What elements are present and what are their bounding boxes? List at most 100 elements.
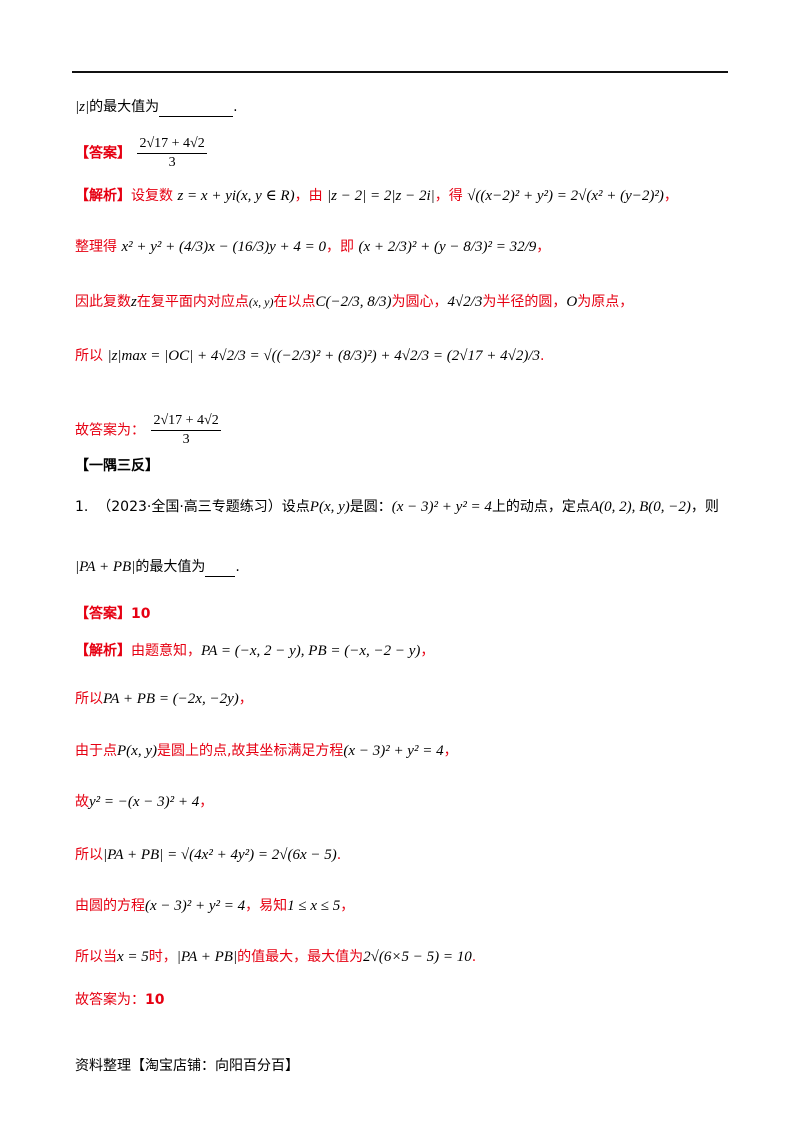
text: 由圆的方程 <box>75 898 145 914</box>
text: 整理得 <box>75 239 117 255</box>
text: 故 <box>75 794 89 810</box>
text: 为半径的圆， <box>482 294 567 310</box>
analysis-tag: 【解析】 <box>75 643 131 659</box>
text: 由题意知， <box>131 643 201 659</box>
text: 是圆上的点,故其坐标满足方程 <box>156 743 344 759</box>
text: 由于点 <box>75 743 117 759</box>
text: 所以 <box>75 691 103 707</box>
question-1: 1. （2023·全国·高三专题练习）设点P(x, y)是圆：(x − 3)² … <box>75 497 719 517</box>
section-title: 【一隅三反】 <box>75 458 159 474</box>
text: ， <box>340 898 355 914</box>
text: . <box>336 847 342 863</box>
text: 在以点 <box>273 294 316 310</box>
answer-blank <box>205 560 236 577</box>
analysis-tag: 【解析】 <box>75 188 131 204</box>
analysis-1-line-3: 因此复数z在复平面内对应点(x, y)在以点C(−2/3, 8/3)为圆心，4√… <box>75 292 633 312</box>
answer-2: 【答案】10 <box>75 604 150 624</box>
math-value: 2√(6×5 − 5) = 10 <box>363 949 472 965</box>
analysis-2-line-6: 由圆的方程(x − 3)² + y² = 4，易知1 ≤ x ≤ 5， <box>75 896 354 916</box>
answer-fraction: 2√17 + 4√2 3 <box>137 135 207 172</box>
fraction-denominator: 3 <box>168 155 176 170</box>
analysis-2-line-4: 故y² = −(x − 3)² + 4， <box>75 792 213 812</box>
math-expr: |z − 2| = 2|z − 2i| <box>327 188 435 204</box>
question-source: （2023·全国·高三专题练习） <box>97 499 282 515</box>
analysis-1-final: 故答案为： 2√17 + 4√2 3 <box>75 412 223 449</box>
math-expr: PA = (−x, 2 − y), PB = (−x, −2 − y) <box>201 643 421 659</box>
text: 在复平面内对应点 <box>136 294 249 310</box>
text: 时， <box>148 949 177 965</box>
analysis-2-line-7: 所以当x = 5时，|PA + PB|的值最大，最大值为2√(6×5 − 5) … <box>75 947 476 967</box>
analysis-2-line-2: 所以PA + PB = (−2x, −2y)， <box>75 689 253 709</box>
fraction-denominator: 3 <box>182 432 190 447</box>
question-text: 的最大值为 <box>89 99 160 115</box>
math-radius: 4√2/3 <box>447 294 483 310</box>
fraction-numerator: 2√17 + 4√2 <box>151 412 221 431</box>
answer-blank <box>159 100 234 117</box>
math-z: z <box>131 294 137 310</box>
question-tail: |z|的最大值为. <box>75 97 238 117</box>
text: 是圆： <box>349 499 392 515</box>
text: 的最大值为 <box>135 559 206 575</box>
modulus-z: |z| <box>75 99 90 115</box>
answer-value: 10 <box>131 606 151 622</box>
final-value: 10 <box>145 992 165 1008</box>
text: ，易知 <box>245 898 288 914</box>
math-eq: (x − 3)² + y² = 4 <box>145 898 246 914</box>
period: . <box>471 949 477 965</box>
answer-tag: 【答案】 <box>75 606 131 622</box>
text: ， <box>238 691 253 707</box>
text: ，即 <box>326 239 355 255</box>
analysis-2-final: 故答案为：10 <box>75 990 164 1010</box>
analysis-2-line-5: 所以|PA + PB| = √(4x² + 4y²) = 2√(6x − 5). <box>75 845 341 865</box>
math-eq: (x − 3)² + y² = 4 <box>343 743 444 759</box>
text: ， <box>443 743 458 759</box>
fraction-numerator: 2√17 + 4√2 <box>137 135 207 154</box>
math-expr: y² = −(x − 3)² + 4 <box>89 794 200 810</box>
text: ，则 <box>690 499 719 515</box>
text: 所以 <box>75 348 103 364</box>
math-point: (x, y) <box>248 295 274 309</box>
text: 因此复数 <box>75 294 131 310</box>
text: 为圆心， <box>391 294 448 310</box>
math-expr: x² + y² + (4/3)x − (16/3)y + 4 = 0 <box>121 239 327 255</box>
text: ， <box>420 643 435 659</box>
math-expr: (x + 2/3)² + (y − 8/3)² = 32/9 <box>358 239 537 255</box>
answer-1: 【答案】 2√17 + 4√2 3 <box>75 135 209 172</box>
math-expr: |PA + PB| <box>75 559 136 575</box>
text: ， <box>199 794 214 810</box>
question-1-line-2: |PA + PB|的最大值为. <box>75 557 240 577</box>
text: ，由 <box>294 188 323 204</box>
final-label: 故答案为： <box>75 422 145 439</box>
math-expr: √((x−2)² + y²) = 2√(x² + (y−2)²) <box>467 188 664 204</box>
period: . <box>233 99 238 115</box>
math-expr: PA + PB = (−2x, −2y) <box>103 691 239 707</box>
math-point: P(x, y) <box>117 743 157 759</box>
math-points: A(0, 2), B(0, −2) <box>589 499 691 515</box>
math-x: x = 5 <box>117 949 149 965</box>
text: 为原点， <box>577 294 634 310</box>
header-rule <box>72 71 728 73</box>
text: 设点 <box>281 499 310 515</box>
final-fraction: 2√17 + 4√2 3 <box>151 412 221 449</box>
text: 所以 <box>75 847 103 863</box>
answer-tag: 【答案】 <box>75 145 131 162</box>
text: 上的动点，定点 <box>491 499 590 515</box>
math-range: 1 ≤ x ≤ 5 <box>287 898 341 914</box>
analysis-1-line-2: 整理得 x² + y² + (4/3)x − (16/3)y + 4 = 0，即… <box>75 237 550 257</box>
text: 的值最大，最大值为 <box>237 949 364 965</box>
text: ，得 <box>434 188 463 204</box>
math-expr: |PA + PB| <box>176 949 238 965</box>
analysis-2-line-1: 【解析】由题意知，PA = (−x, 2 − y), PB = (−x, −2 … <box>75 641 434 661</box>
question-number: 1. <box>75 499 89 515</box>
math-expr: |z|max = |OC| + 4√2/3 = √((−2/3)² + (8/3… <box>107 348 541 364</box>
period: . <box>235 559 240 575</box>
analysis-2-line-3: 由于点P(x, y)是圆上的点,故其坐标满足方程(x − 3)² + y² = … <box>75 741 458 761</box>
math-center: C(−2/3, 8/3) <box>315 294 392 310</box>
text: 所以当 <box>75 949 117 965</box>
text: 设复数 <box>131 188 173 204</box>
final-label: 故答案为： <box>75 992 145 1008</box>
math-point: P(x, y) <box>309 499 350 515</box>
math-circle: (x − 3)² + y² = 4 <box>391 499 492 515</box>
math-expr: z = x + yi(x, y ∈ R) <box>177 188 295 204</box>
text: ， <box>663 188 678 204</box>
